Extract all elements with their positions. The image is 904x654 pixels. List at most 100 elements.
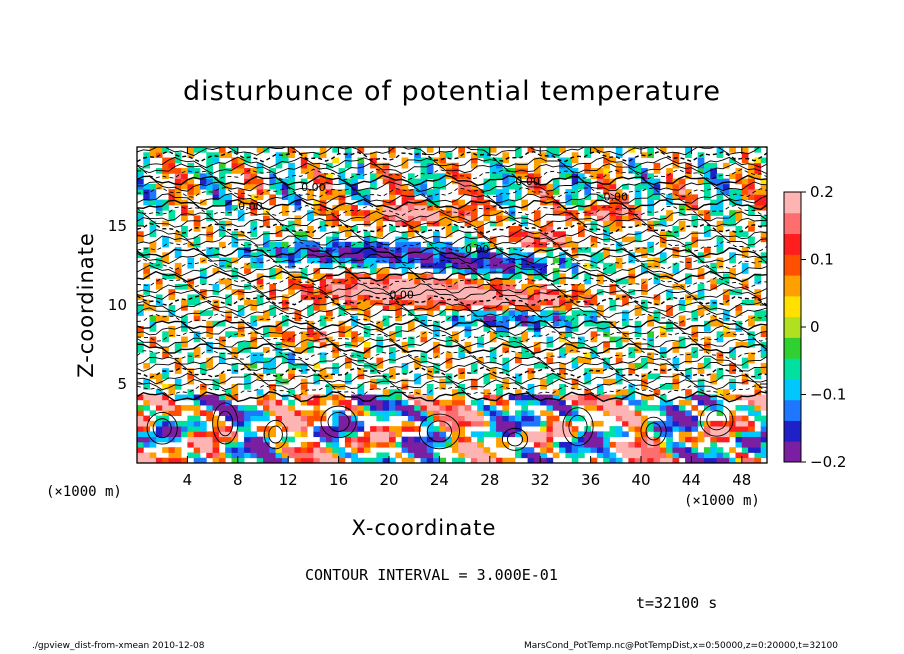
heatmap-cell (351, 352, 358, 359)
heatmap-cell (741, 152, 749, 158)
heatmap-cell (741, 252, 749, 258)
heatmap-cell (716, 420, 724, 427)
heatmap-cell (552, 441, 560, 448)
heatmap-cell (155, 147, 163, 153)
heatmap-cell (515, 378, 522, 385)
heatmap-cell (407, 441, 415, 448)
heatmap-cell (565, 189, 573, 195)
heatmap-cell (552, 320, 560, 327)
heatmap-cell (193, 352, 201, 359)
heatmap-cell (508, 299, 516, 306)
heatmap-cell (181, 173, 188, 179)
heatmap-cell (452, 289, 459, 295)
heatmap-cell (622, 215, 629, 222)
heatmap-cell (559, 236, 566, 243)
heatmap-cell (641, 436, 648, 443)
heatmap-cell (275, 441, 283, 448)
heatmap-cell (565, 347, 573, 353)
heatmap-cell (326, 315, 333, 322)
heatmap-cell (351, 173, 358, 179)
heatmap-cell (559, 331, 566, 337)
heatmap-cell (433, 305, 440, 311)
heatmap-cell (590, 294, 598, 301)
heatmap-cell (722, 457, 730, 463)
heatmap-cell (502, 399, 510, 406)
heatmap-cell (420, 420, 428, 427)
heatmap-cell (571, 441, 579, 448)
contour-value-label: 0.00 (238, 200, 263, 213)
heatmap-cell (685, 457, 692, 463)
heatmap-cell (275, 273, 283, 280)
heatmap-cell (748, 457, 755, 463)
heatmap-cell (420, 299, 428, 306)
heatmap-cell (527, 173, 535, 179)
heatmap-cell (433, 278, 440, 285)
heatmap-cell (193, 147, 201, 153)
heatmap-cell (357, 189, 365, 195)
heatmap-cell (382, 426, 390, 432)
heatmap-cell (351, 178, 358, 185)
heatmap-cell (603, 152, 610, 158)
heatmap-cell (363, 199, 371, 206)
heatmap-cell (464, 436, 472, 443)
heatmap-cell (565, 157, 573, 164)
heatmap-cell (319, 283, 327, 290)
heatmap-cell (748, 447, 755, 453)
heatmap-cell (332, 299, 339, 306)
heatmap-cell (275, 189, 283, 195)
heatmap-cell (590, 147, 598, 153)
heatmap-cell (395, 262, 402, 269)
heatmap-cell (615, 352, 623, 359)
heatmap-cell (326, 447, 333, 453)
heatmap-cell (420, 452, 428, 459)
heatmap-cell (452, 283, 459, 290)
heatmap-cell (515, 152, 522, 158)
heatmap-cell (760, 231, 767, 237)
heatmap-cell (307, 294, 314, 301)
heatmap-cell (748, 436, 755, 443)
heatmap-cell (533, 441, 541, 448)
heatmap-cell (244, 410, 251, 416)
heatmap-cell (741, 268, 749, 274)
heatmap-cell (363, 310, 371, 316)
heatmap-cell (508, 226, 516, 232)
heatmap-cell (281, 178, 289, 185)
heatmap-cell (628, 352, 636, 359)
heatmap-cell (294, 220, 302, 227)
heatmap-cell (641, 378, 648, 385)
heatmap-cell (452, 441, 459, 448)
heatmap-cell (458, 273, 465, 280)
heatmap-cell (212, 441, 220, 448)
heatmap-cell (559, 147, 566, 153)
heatmap-cell (281, 226, 289, 232)
heatmap-cell (533, 210, 541, 216)
heatmap-cell (445, 220, 453, 227)
heatmap-cell (288, 226, 295, 232)
contour-line (137, 228, 767, 241)
heatmap-cell (382, 204, 390, 211)
heatmap-cell (407, 252, 415, 258)
heatmap-cell (496, 384, 503, 390)
heatmap-cell (212, 152, 220, 158)
heatmap-cell (344, 152, 352, 158)
heatmap-cell (332, 147, 339, 153)
heatmap-cell (470, 315, 478, 322)
heatmap-cell (162, 331, 169, 337)
heatmap-cell (735, 405, 743, 411)
heatmap-cell (414, 226, 421, 232)
heatmap-cell (502, 278, 510, 285)
heatmap-cell (559, 384, 566, 390)
heatmap-cell (672, 452, 680, 459)
heatmap-cell (370, 173, 377, 179)
heatmap-cell (433, 283, 440, 290)
heatmap-cell (363, 410, 371, 416)
heatmap-cell (691, 194, 699, 201)
heatmap-cell (489, 431, 497, 438)
heatmap-cell (193, 452, 201, 459)
heatmap-cell (672, 226, 680, 232)
heatmap-cell (634, 199, 642, 206)
heatmap-cell (458, 441, 465, 448)
heatmap-cell (603, 157, 610, 164)
heatmap-cell (710, 373, 717, 380)
heatmap-cell (716, 262, 724, 269)
